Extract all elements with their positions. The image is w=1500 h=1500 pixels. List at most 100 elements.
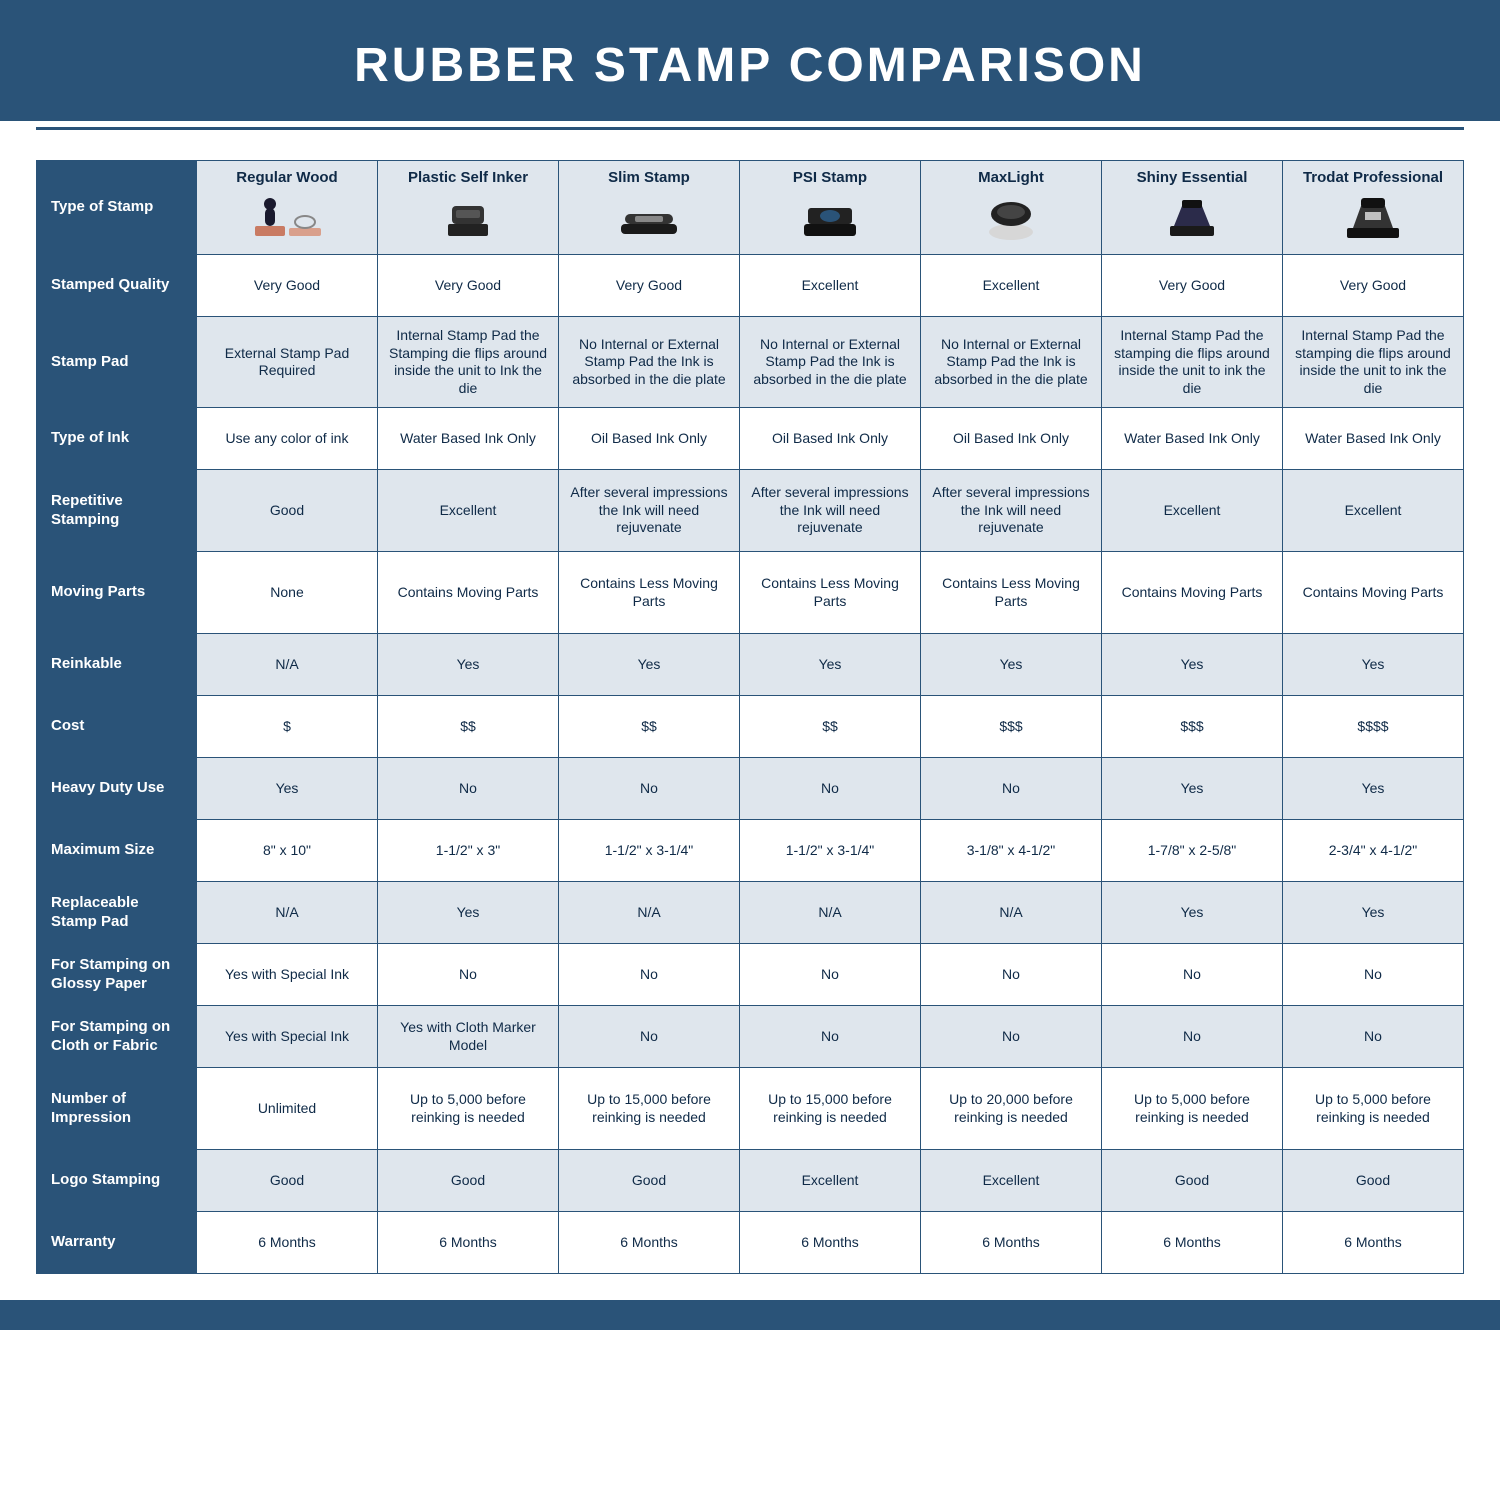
- cell: Good: [197, 1150, 378, 1212]
- row-label: Logo Stamping: [37, 1150, 197, 1212]
- cell: 1-1/2" x 3": [378, 820, 559, 882]
- row-label: Number of Impression: [37, 1068, 197, 1150]
- cell: No: [921, 944, 1102, 1006]
- cell: Oil Based Ink Only: [921, 408, 1102, 470]
- cell: Up to 5,000 before reinking is needed: [378, 1068, 559, 1150]
- col-label: MaxLight: [978, 169, 1044, 188]
- cell: N/A: [559, 882, 740, 944]
- cell: Yes: [378, 634, 559, 696]
- cell: Very Good: [197, 255, 378, 317]
- cell: Yes: [197, 758, 378, 820]
- cell: No: [378, 944, 559, 1006]
- cell: Yes with Cloth Marker Model: [378, 1006, 559, 1068]
- cell: Oil Based Ink Only: [559, 408, 740, 470]
- cell: $$: [378, 696, 559, 758]
- cell: No: [740, 1006, 921, 1068]
- cell: No Internal or External Stamp Pad the In…: [740, 317, 921, 408]
- cell: Water Based Ink Only: [1283, 408, 1464, 470]
- cell: Yes: [559, 634, 740, 696]
- row-label: Maximum Size: [37, 820, 197, 882]
- cell: Contains Less Moving Parts: [921, 552, 1102, 634]
- cell: Water Based Ink Only: [1102, 408, 1283, 470]
- table-row: Number of ImpressionUnlimitedUp to 5,000…: [37, 1068, 1464, 1150]
- cell: $$$: [921, 696, 1102, 758]
- cell: No: [559, 944, 740, 1006]
- col-maxlight: MaxLight: [921, 161, 1102, 255]
- cell: Good: [1102, 1150, 1283, 1212]
- cell: After several impressions the Ink will n…: [559, 470, 740, 552]
- cell: $$: [559, 696, 740, 758]
- cell: Contains Less Moving Parts: [559, 552, 740, 634]
- cell: Very Good: [559, 255, 740, 317]
- stamp-maxlight-icon: [971, 194, 1051, 242]
- cell: 2-3/4" x 4-1/2": [1283, 820, 1464, 882]
- cell: N/A: [921, 882, 1102, 944]
- cell: Yes: [1102, 758, 1283, 820]
- cell: Yes: [921, 634, 1102, 696]
- row-label: Type of Ink: [37, 408, 197, 470]
- cell: Very Good: [1102, 255, 1283, 317]
- row-label: Reinkable: [37, 634, 197, 696]
- cell: Up to 5,000 before reinking is needed: [1102, 1068, 1283, 1150]
- col-shiny-essential: Shiny Essential: [1102, 161, 1283, 255]
- cell: 6 Months: [740, 1212, 921, 1274]
- cell: Contains Less Moving Parts: [740, 552, 921, 634]
- table-row: Maximum Size8" x 10"1-1/2" x 3"1-1/2" x …: [37, 820, 1464, 882]
- cell: Yes: [1102, 634, 1283, 696]
- table-row: Type of InkUse any color of inkWater Bas…: [37, 408, 1464, 470]
- cell: Up to 15,000 before reinking is needed: [559, 1068, 740, 1150]
- cell: $$: [740, 696, 921, 758]
- comparison-table: Type of Stamp Regular Wood Plastic Self …: [36, 160, 1464, 1274]
- cell: 1-1/2" x 3-1/4": [559, 820, 740, 882]
- cell: Internal Stamp Pad the stamping die flip…: [1283, 317, 1464, 408]
- col-label: Slim Stamp: [608, 169, 690, 188]
- cell: No: [921, 758, 1102, 820]
- cell: Internal Stamp Pad the Stamping die flip…: [378, 317, 559, 408]
- table-row: Logo StampingGoodGoodGoodExcellentExcell…: [37, 1150, 1464, 1212]
- cell: No: [1283, 944, 1464, 1006]
- cell: No: [1283, 1006, 1464, 1068]
- table-row: For Stamping on Glossy PaperYes with Spe…: [37, 944, 1464, 1006]
- cell: Yes: [1283, 882, 1464, 944]
- cell: Excellent: [921, 1150, 1102, 1212]
- row-label: Stamped Quality: [37, 255, 197, 317]
- row-label: For Stamping on Glossy Paper: [37, 944, 197, 1006]
- cell: Up to 15,000 before reinking is needed: [740, 1068, 921, 1150]
- cell: $: [197, 696, 378, 758]
- table-row: Stamp PadExternal Stamp Pad RequiredInte…: [37, 317, 1464, 408]
- cell: Up to 5,000 before reinking is needed: [1283, 1068, 1464, 1150]
- cell: Yes: [1283, 758, 1464, 820]
- header-row: Type of Stamp Regular Wood Plastic Self …: [37, 161, 1464, 255]
- row-label: For Stamping on Cloth or Fabric: [37, 1006, 197, 1068]
- cell: No Internal or External Stamp Pad the In…: [559, 317, 740, 408]
- row-label: Replaceable Stamp Pad: [37, 882, 197, 944]
- table-row: Moving PartsNoneContains Moving PartsCon…: [37, 552, 1464, 634]
- cell: 6 Months: [1102, 1212, 1283, 1274]
- cell: Yes: [1102, 882, 1283, 944]
- cell: No Internal or External Stamp Pad the In…: [921, 317, 1102, 408]
- table-row: Replaceable Stamp PadN/AYesN/AN/AN/AYesY…: [37, 882, 1464, 944]
- cell: $$$$: [1283, 696, 1464, 758]
- cell: 6 Months: [197, 1212, 378, 1274]
- col-psi-stamp: PSI Stamp: [740, 161, 921, 255]
- table-row: Warranty6 Months6 Months6 Months6 Months…: [37, 1212, 1464, 1274]
- col-label: Trodat Professional: [1303, 169, 1443, 188]
- cell: Excellent: [740, 255, 921, 317]
- cell: Yes: [740, 634, 921, 696]
- cell: No: [1102, 944, 1283, 1006]
- cell: 6 Months: [921, 1212, 1102, 1274]
- table-body: Stamped QualityVery GoodVery GoodVery Go…: [37, 255, 1464, 1274]
- footer-band: [0, 1300, 1500, 1330]
- cell: Yes with Special Ink: [197, 1006, 378, 1068]
- row-label: Warranty: [37, 1212, 197, 1274]
- corner-cell: Type of Stamp: [37, 161, 197, 255]
- cell: N/A: [197, 634, 378, 696]
- table-row: Cost$$$$$$$$$$$$$$$$$: [37, 696, 1464, 758]
- cell: 6 Months: [559, 1212, 740, 1274]
- stamp-trodat-icon: [1333, 194, 1413, 242]
- stamp-psi-icon: [790, 194, 870, 242]
- cell: None: [197, 552, 378, 634]
- table-row: Stamped QualityVery GoodVery GoodVery Go…: [37, 255, 1464, 317]
- stamp-slim-icon: [609, 194, 689, 242]
- table-row: Heavy Duty UseYesNoNoNoNoYesYes: [37, 758, 1464, 820]
